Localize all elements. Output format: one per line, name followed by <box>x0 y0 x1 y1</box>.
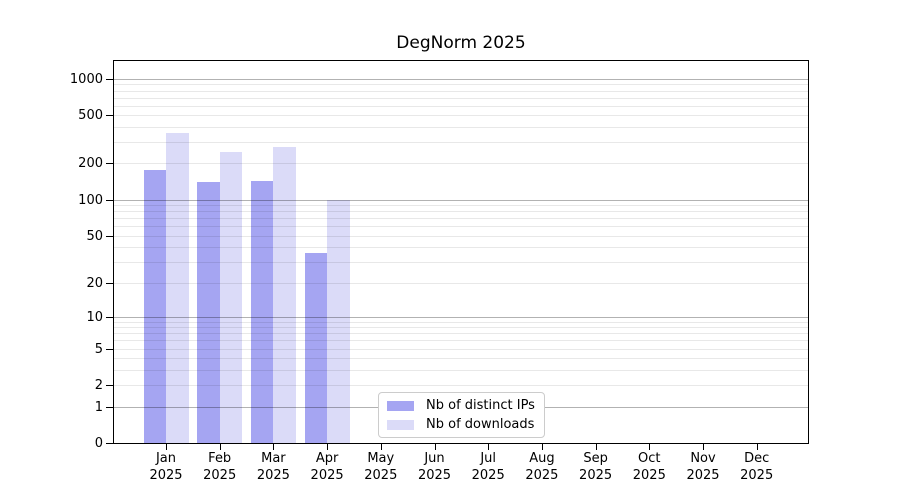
bar-downloads-mar <box>273 147 296 443</box>
x-tick-label-jul: Jul 2025 <box>471 451 505 483</box>
y-tick-mark-200 <box>106 163 113 165</box>
y-tick-label-50: 50 <box>86 228 103 244</box>
x-tick-mark-feb <box>219 444 221 450</box>
bar-downloads-apr <box>327 199 350 443</box>
x-tick-mark-may <box>380 444 382 450</box>
y-tick-label-1: 1 <box>94 399 103 415</box>
legend-item-downloads: Nb of downloads <box>387 417 544 432</box>
y-tick-mark-5 <box>106 348 113 350</box>
y-tick-mark-1000 <box>106 78 113 80</box>
x-tick-mark-jul <box>488 444 490 450</box>
chart-title: DegNorm 2025 <box>396 33 526 53</box>
x-tick-label-jan: Jan 2025 <box>149 451 183 483</box>
downloads-swatch-icon <box>387 419 414 430</box>
x-tick-mark-nov <box>703 444 704 450</box>
x-tick-label-apr: Apr 2025 <box>310 451 344 483</box>
bar-distinct-ips-jan <box>143 169 166 443</box>
x-tick-label-oct: Oct 2025 <box>632 451 666 483</box>
distinct-ips-swatch-icon <box>387 400 414 411</box>
legend: Nb of distinct IPs Nb of downloads <box>378 392 545 438</box>
x-tick-mark-apr <box>327 444 329 450</box>
y-tick-label-500: 500 <box>78 108 103 124</box>
y-tick-label-10: 10 <box>86 309 103 325</box>
legend-label: Nb of distinct IPs <box>426 398 535 413</box>
y-tick-label-2: 2 <box>94 378 103 394</box>
y-tick-mark-10 <box>106 316 113 318</box>
y-tick-label-0: 0 <box>94 436 103 451</box>
x-tick-label-dec: Dec 2025 <box>740 451 774 483</box>
y-tick-mark-100 <box>106 199 113 201</box>
y-tick-mark-20 <box>106 282 113 284</box>
y-tick-label-5: 5 <box>94 341 103 357</box>
y-tick-label-100: 100 <box>78 192 103 208</box>
y-tick-label-20: 20 <box>86 275 103 291</box>
bar-downloads-jan <box>166 132 189 443</box>
x-tick-mark-jun <box>434 444 436 450</box>
x-tick-mark-jan <box>166 444 167 450</box>
y-tick-mark-0 <box>106 443 113 444</box>
x-tick-mark-oct <box>649 444 651 450</box>
bar-distinct-ips-mar <box>250 181 274 443</box>
y-tick-mark-2 <box>106 385 113 387</box>
bar-distinct-ips-apr <box>304 252 328 443</box>
bar-downloads-feb <box>219 151 243 443</box>
plot-area <box>113 60 809 444</box>
bar-distinct-ips-feb <box>197 182 220 443</box>
legend-label: Nb of downloads <box>426 417 535 432</box>
x-tick-label-sep: Sep 2025 <box>579 451 613 483</box>
x-tick-label-nov: Nov 2025 <box>686 451 720 483</box>
x-tick-label-may: May 2025 <box>364 451 398 483</box>
x-tick-mark-dec <box>756 444 758 450</box>
y-tick-mark-1 <box>106 406 113 408</box>
legend-item-distinct-ips: Nb of distinct IPs <box>387 398 544 413</box>
x-tick-mark-aug <box>541 444 543 450</box>
y-tick-label-200: 200 <box>78 156 103 172</box>
y-tick-label-1000: 1000 <box>69 71 103 87</box>
x-tick-label-feb: Feb 2025 <box>203 451 237 483</box>
y-tick-mark-50 <box>106 235 113 237</box>
x-tick-label-mar: Mar 2025 <box>256 451 290 483</box>
x-tick-label-jun: Jun 2025 <box>417 451 452 483</box>
y-tick-mark-500 <box>106 115 113 117</box>
x-tick-mark-mar <box>273 444 275 450</box>
x-tick-label-aug: Aug 2025 <box>525 451 559 483</box>
x-tick-mark-sep <box>595 444 597 450</box>
bars-layer <box>114 61 808 443</box>
